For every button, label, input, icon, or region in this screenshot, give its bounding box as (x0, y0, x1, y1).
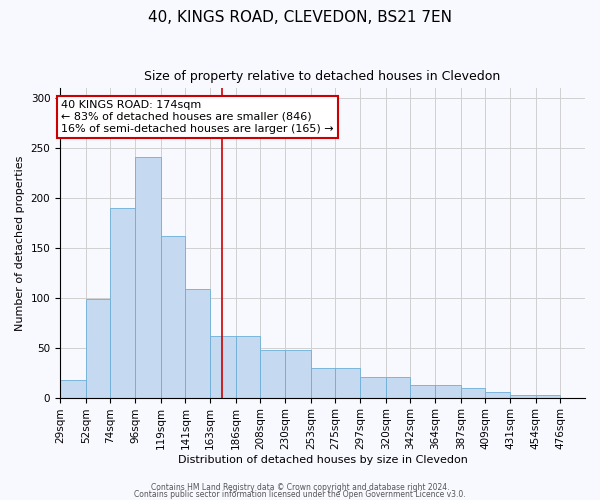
Bar (360, 376, 386, 398)
Bar (410, 384, 435, 398)
Bar (86, 299, 110, 398)
Text: Contains HM Land Registry data © Crown copyright and database right 2024.: Contains HM Land Registry data © Crown c… (151, 484, 449, 492)
Bar (335, 368, 360, 398)
X-axis label: Distribution of detached houses by size in Clevedon: Distribution of detached houses by size … (178, 455, 467, 465)
Bar (110, 208, 135, 398)
Bar (60, 380, 86, 398)
Title: Size of property relative to detached houses in Clevedon: Size of property relative to detached ho… (145, 70, 500, 83)
Bar (311, 368, 335, 398)
Text: Contains public sector information licensed under the Open Government Licence v3: Contains public sector information licen… (134, 490, 466, 499)
Bar (210, 336, 236, 398)
Bar (435, 384, 461, 398)
Bar (161, 236, 185, 398)
Text: 40 KINGS ROAD: 174sqm
← 83% of detached houses are smaller (846)
16% of semi-det: 40 KINGS ROAD: 174sqm ← 83% of detached … (61, 100, 334, 134)
Bar (185, 289, 210, 398)
Bar (510, 394, 536, 398)
Bar (536, 394, 560, 398)
Y-axis label: Number of detached properties: Number of detached properties (15, 156, 25, 330)
Bar (285, 350, 311, 398)
Bar (260, 350, 285, 398)
Bar (386, 376, 410, 398)
Text: 40, KINGS ROAD, CLEVEDON, BS21 7EN: 40, KINGS ROAD, CLEVEDON, BS21 7EN (148, 10, 452, 25)
Bar (485, 392, 510, 398)
Bar (461, 388, 485, 398)
Bar (236, 336, 260, 398)
Bar (135, 157, 161, 398)
